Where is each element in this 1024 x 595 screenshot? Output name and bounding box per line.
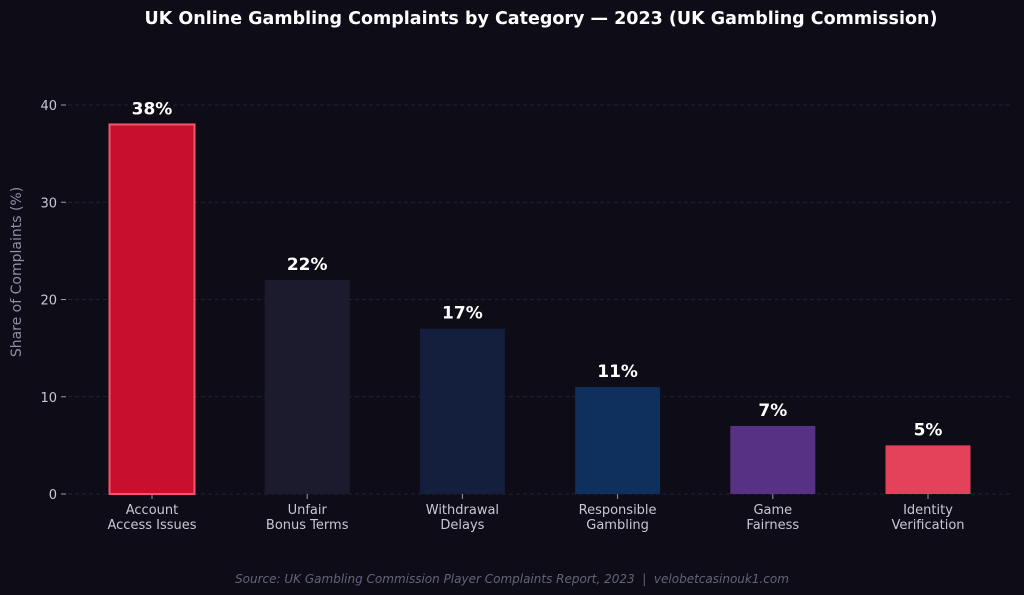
- x-tick-label: Identity: [903, 503, 953, 518]
- x-tick-label: Fairness: [746, 518, 799, 533]
- y-tick-label: 40: [40, 99, 57, 114]
- bar-value-label: 11%: [597, 362, 638, 382]
- bar: [885, 445, 971, 494]
- bar-value-label: 17%: [442, 304, 483, 324]
- x-tick-label: Unfair: [288, 503, 328, 518]
- bar: [264, 280, 350, 494]
- chart-title: UK Online Gambling Complaints by Categor…: [145, 9, 938, 29]
- x-tick-label: Access Issues: [107, 518, 196, 533]
- bar-value-label: 7%: [758, 401, 787, 421]
- bar: [419, 328, 505, 494]
- x-tick-label: Bonus Terms: [266, 518, 349, 533]
- y-tick-label: 20: [40, 294, 57, 309]
- bar-value-label: 38%: [132, 99, 173, 119]
- y-tick-label: 10: [40, 391, 57, 406]
- bar: [730, 425, 816, 494]
- x-tick-label: Withdrawal: [426, 503, 499, 518]
- x-tick-label: Responsible: [579, 503, 657, 518]
- bar: [108, 123, 196, 495]
- y-tick-label: 0: [49, 488, 57, 503]
- x-tick-label: Gambling: [586, 518, 649, 533]
- bar: [575, 387, 661, 494]
- y-axis-ticks: 0 10 20 30 40: [40, 99, 66, 503]
- grid-lines: [68, 104, 1012, 495]
- bars: 38% 22% 17% 11% 7% 5%: [108, 99, 971, 495]
- bar-value-label: 22%: [287, 255, 328, 275]
- y-tick-label: 30: [40, 196, 57, 211]
- y-axis-label: Share of Complaints (%): [9, 187, 25, 357]
- x-tick-label: Verification: [891, 518, 964, 533]
- bar-value-label: 5%: [914, 420, 943, 440]
- x-tick-label: Account: [126, 503, 179, 518]
- x-tick-label: Delays: [440, 518, 484, 533]
- source-note: Source: UK Gambling Commission Player Co…: [235, 572, 789, 586]
- x-tick-label: Game: [753, 503, 792, 518]
